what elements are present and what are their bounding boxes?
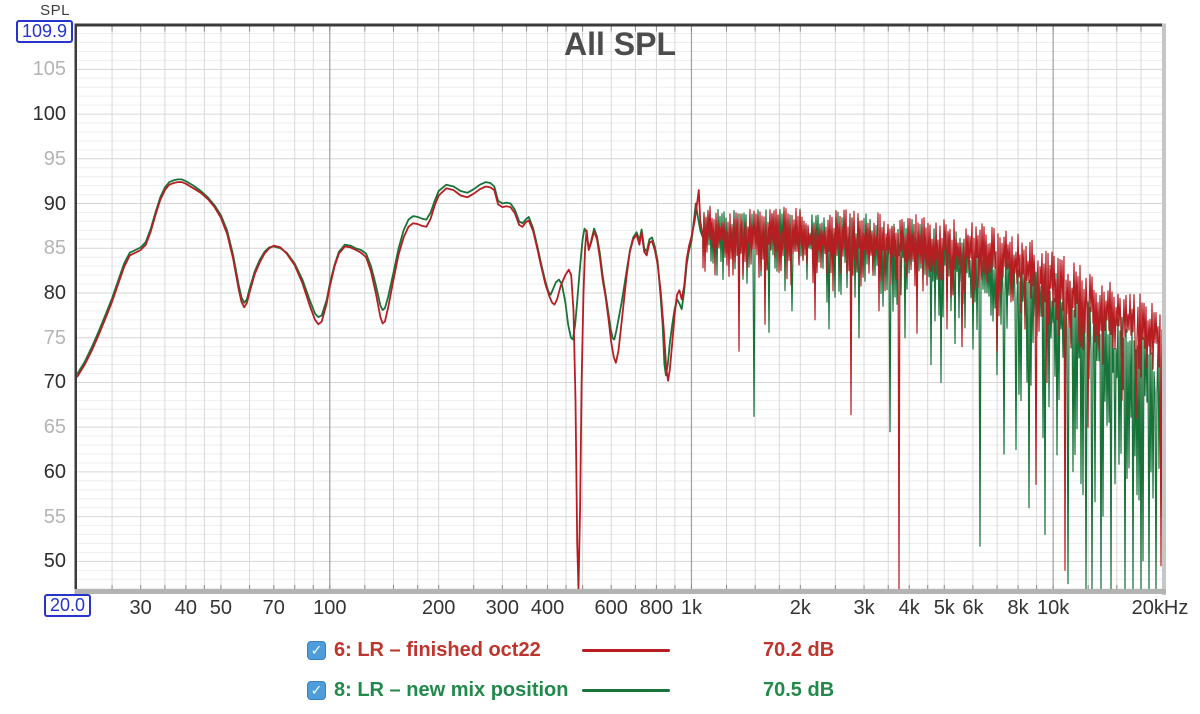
x-tick-label: 4k xyxy=(898,597,920,619)
legend-label-8[interactable]: 8: LR – new mix position xyxy=(334,679,569,701)
x-tick-label: 800 xyxy=(639,597,674,619)
y-tick-label: 90 xyxy=(43,192,66,215)
y-tick-label: 95 xyxy=(43,147,66,170)
legend-checkbox-6[interactable]: ✓ xyxy=(307,641,326,660)
x-tick-label: 6k xyxy=(962,597,984,619)
y-axis-name: SPL xyxy=(40,2,70,19)
y-tick-label: 65 xyxy=(43,416,66,439)
x-tick-label: 600 xyxy=(594,597,628,619)
x-tick-label: 40 xyxy=(174,597,197,619)
x-tick-label: 200 xyxy=(421,597,456,619)
x-tick-label: 300 xyxy=(485,597,520,619)
legend-line-sample-red xyxy=(582,649,670,652)
x-tick-label: 50 xyxy=(209,597,233,619)
x-tick-label: 30 xyxy=(129,597,152,619)
y-tick-label: 85 xyxy=(43,237,66,260)
y-tick-label: 75 xyxy=(43,326,66,349)
legend-line-sample-green xyxy=(582,689,670,692)
trace-smooth xyxy=(77,181,704,590)
x-tick-label: 20kHz xyxy=(1131,597,1189,619)
x-tick-label: 70 xyxy=(262,597,285,619)
y-tick-label: 60 xyxy=(43,460,66,483)
legend-label-6[interactable]: 6: LR – finished oct22 xyxy=(334,639,541,661)
y-tick-label: 50 xyxy=(43,550,66,573)
traces xyxy=(77,178,1162,590)
x-tick-label: 8k xyxy=(1007,597,1029,619)
spl-chart xyxy=(74,23,1166,595)
legend-row-measurement-8: ✓ 8: LR – new mix position 70.5 dB xyxy=(0,679,1200,705)
legend-checkbox-8[interactable]: ✓ xyxy=(307,681,326,700)
x-tick-label: 1k xyxy=(680,597,703,619)
y-tick-label: 70 xyxy=(43,371,66,394)
x-tick-label: 10k xyxy=(1037,597,1070,619)
x-tick-label: 5k xyxy=(933,597,955,619)
chart-title: All SPL xyxy=(563,26,677,62)
y-tick-label: 105 xyxy=(32,58,66,81)
legend-row-measurement-6: ✓ 6: LR – finished oct22 70.2 dB xyxy=(0,639,1200,665)
trace-smooth xyxy=(77,178,704,377)
x-tick-label: 100 xyxy=(313,597,347,619)
plot-border xyxy=(74,23,1166,595)
legend-value-6: 70.2 dB xyxy=(763,639,835,661)
trace-noise xyxy=(702,205,1162,590)
y-tick-label: 100 xyxy=(32,103,66,126)
x-tick-label: 2k xyxy=(789,597,811,619)
y-tick-label: 55 xyxy=(43,505,66,528)
legend-value-8: 70.5 dB xyxy=(763,679,835,701)
x-axis-left-readout[interactable]: 20.0 xyxy=(44,594,92,617)
x-tick-label: 3k xyxy=(853,597,875,619)
x-tick-label: 400 xyxy=(530,597,565,619)
y-axis-top-readout[interactable]: 109.9 xyxy=(16,20,74,43)
y-tick-label: 80 xyxy=(43,281,66,304)
